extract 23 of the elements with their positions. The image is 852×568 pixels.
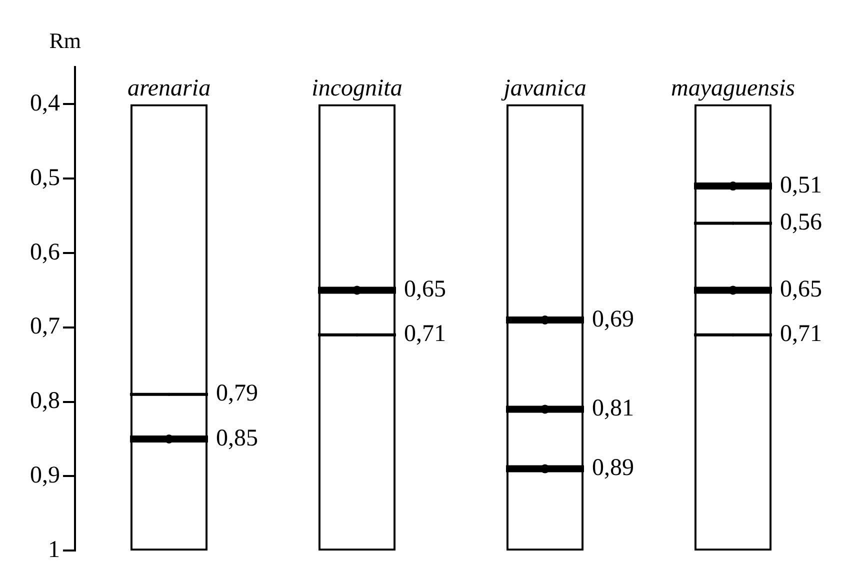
y-tick-label: 0,9 xyxy=(30,462,60,488)
x-tick-label: incognita xyxy=(312,76,402,102)
data-label: 0,71 xyxy=(780,321,822,348)
data-label: 0,69 xyxy=(592,306,634,332)
data-label: 0,71 xyxy=(404,321,446,348)
data-label: 0,65 xyxy=(404,276,446,302)
data-label: 0,51 xyxy=(780,172,822,198)
data-label: 0,89 xyxy=(592,455,634,482)
y-tick-label: 0,7 xyxy=(30,314,60,340)
y-tick-label: 0,5 xyxy=(30,164,60,191)
y-tick-label: 0,6 xyxy=(30,239,60,266)
data-label: 0,56 xyxy=(780,210,822,236)
y-axis-title: Rm xyxy=(49,28,81,53)
x-tick-label: arenaria xyxy=(127,76,211,102)
y-tick-label: 1 xyxy=(48,536,60,563)
data-label: 0,65 xyxy=(780,276,822,302)
data-label: 0,81 xyxy=(592,396,634,422)
data-label: 0,85 xyxy=(216,425,258,452)
x-tick-label: mayaguensis xyxy=(671,76,795,102)
x-tick-label: javanica xyxy=(500,76,586,102)
y-tick-label: 0,8 xyxy=(30,388,60,414)
data-label: 0,79 xyxy=(216,380,258,407)
y-tick-label: 0,4 xyxy=(30,90,60,116)
